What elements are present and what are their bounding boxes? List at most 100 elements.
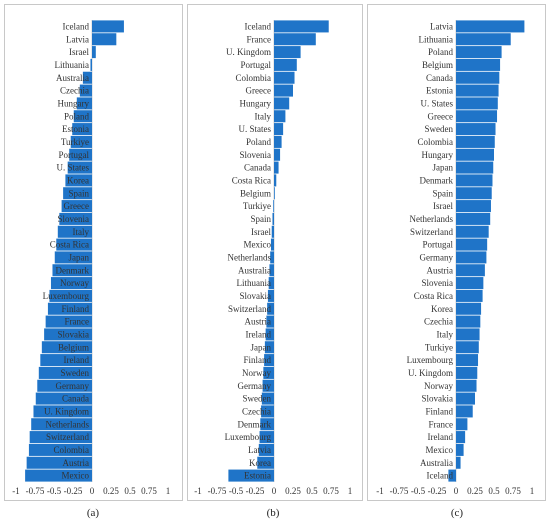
bar-sweden [38,366,92,379]
x-tick-label: -0.25 [64,486,83,496]
category-label: Mexico [426,445,454,455]
x-tick-label: 0.25 [285,486,301,496]
category-label: Greece [246,86,271,96]
bar-poland [456,46,502,59]
bar-latvia [92,33,117,46]
category-label: Spain [432,188,453,198]
bar-sweden [261,392,274,405]
x-tick-label: 0.5 [488,486,500,496]
category-label: Hungary [240,98,272,108]
bar-japan [456,161,494,174]
bar-france [456,418,468,431]
category-label: Denmark [238,419,272,429]
panel-b-border [187,4,363,501]
bar-japan [54,251,92,264]
panel-b: Iceland France U. Kingdom Portugal Colombia G… [194,20,352,496]
category-label: Poland [64,111,90,121]
bar-mexico [270,238,274,251]
category-label: Poland [428,47,454,57]
bar-slovenia [274,148,281,161]
bar-belgium [274,187,275,200]
bar-turkiye [456,341,479,354]
bar-greece [274,84,293,97]
bar-austria [456,264,485,277]
category-label: Mexico [62,471,90,481]
bar-spain [63,187,92,200]
category-label: U. Kingdom [408,368,453,378]
bar-colombia [28,443,93,456]
category-label: Poland [246,137,272,147]
bar-colombia [274,71,295,84]
category-label: Czechia [242,406,271,416]
category-label: Estonia [62,124,89,134]
category-label: Switzerland [410,227,453,237]
bar-ireland [456,431,466,444]
x-tick-label: -0.25 [246,486,265,496]
bar-netherlands [270,251,274,264]
bar-korea [456,302,482,315]
category-label: U. Kingdom [226,47,271,57]
bar-australia [269,264,274,277]
bar-belgium [41,341,92,354]
bar-austria [26,456,92,469]
bar-slovakia [44,328,92,341]
category-label: Lithuania [55,60,90,70]
category-label: Luxembourg [43,291,90,301]
category-label: Lithuania [419,34,454,44]
category-label: Ireland [246,329,272,339]
category-label: Italy [73,227,90,237]
category-label: Germany [238,381,272,391]
bar-austria [266,315,274,328]
bar-norway [50,277,92,290]
bar-germany [262,379,274,392]
category-label: Israel [433,201,453,211]
category-label: Canada [62,394,89,404]
panel-a: Iceland Latvia Israel Lithuania Australia Cze… [12,20,170,496]
category-label: Estonia [426,86,453,96]
bar-germany [456,251,487,264]
panel-c: Latvia Lithuania Poland Belgium Canada Estoni… [376,20,534,496]
bar-portugal [456,238,488,251]
category-label: Portugal [59,150,90,160]
category-label: Spain [68,188,89,198]
category-label: Finland [425,406,453,416]
bar-lithuania [268,277,274,290]
panel-c-border [367,4,546,501]
category-label: Austria [63,458,90,468]
bar-poland [73,110,92,123]
x-tick-label: -1 [12,486,20,496]
bar-turkiye [70,135,92,148]
category-label: Slovakia [240,291,272,301]
category-label: Czechia [424,317,453,327]
bar-costa-rica [274,174,277,187]
bar-finland [456,405,473,418]
bar-denmark [52,264,92,277]
bar-france [274,33,316,46]
x-tick-label: 0.25 [467,486,483,496]
bar-turkiye [273,200,275,213]
category-label: Portugal [241,60,272,70]
bar-switzerland [456,225,489,238]
bar-colombia [456,135,495,148]
panel-a-border [4,4,183,501]
category-label: Portugal [423,240,454,250]
category-label: Iceland [245,21,272,31]
bar-greece [456,110,498,123]
bar-finland [47,302,92,315]
category-label: U. States [57,163,90,173]
bar-u-kingdom [33,405,92,418]
x-tick-label: -0.25 [428,486,447,496]
category-label: Latvia [248,445,271,455]
bar-u-kingdom [456,366,478,379]
bar-netherlands [31,418,92,431]
category-label: Iceland [427,471,454,481]
category-label: Italy [255,111,272,121]
bar-ireland [265,328,274,341]
bar-latvia [456,20,525,33]
bar-u-states [456,97,498,110]
category-label: Israel [251,227,271,237]
category-label: France [247,34,272,44]
bar-iceland [274,20,329,33]
x-tick-label: 0 [90,486,95,496]
bar-belgium [456,58,501,71]
